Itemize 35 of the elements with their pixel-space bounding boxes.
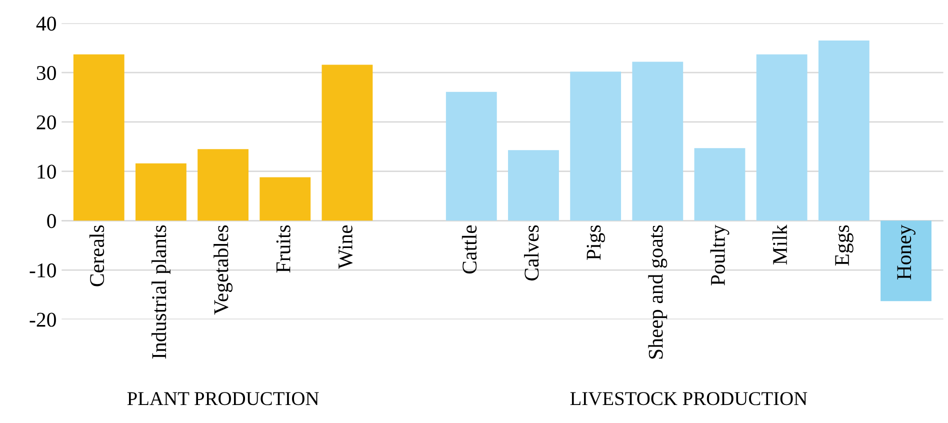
- y-tick-label: 30: [36, 66, 56, 80]
- bar: [632, 62, 684, 221]
- bar: [446, 92, 497, 221]
- x-tick-label: Pigs: [586, 225, 606, 260]
- x-tick-label: Honey: [897, 224, 916, 280]
- x-tick-label: Wine: [338, 225, 353, 269]
- y-tick-label: 0: [47, 214, 56, 228]
- x-tick-label: Eggs: [835, 225, 854, 266]
- y-tick-label: -20: [30, 312, 56, 327]
- bar: [136, 163, 186, 221]
- x-tick-label: Poultry: [710, 224, 730, 286]
- y-tick-label: 40: [36, 16, 56, 31]
- bar: [198, 149, 249, 221]
- bar: [73, 54, 124, 221]
- bar: [880, 220, 932, 302]
- bar: [756, 54, 808, 221]
- bar: [508, 150, 559, 221]
- bar: [694, 148, 746, 221]
- bar: [322, 64, 373, 221]
- x-tick-label: Sheep and goats: [648, 225, 668, 359]
- y-tick-label: 10: [38, 164, 56, 179]
- text: PLANT PRODUCTION: [127, 392, 319, 406]
- x-tick-label: Cereals: [89, 225, 104, 286]
- bar: [818, 40, 870, 221]
- x-tick-label: Cattle: [462, 225, 477, 274]
- x-tick-label: Milk: [772, 224, 787, 265]
- text: LIVESTOCK PRODUCTION: [570, 392, 808, 406]
- x-tick-label: Calves: [524, 225, 539, 280]
- x-tick-label: Industrial plants: [152, 225, 170, 359]
- y-tick-label: -10: [30, 263, 56, 278]
- x-tick-label: Vegetables: [214, 225, 233, 315]
- bar: [260, 177, 311, 221]
- y-tick-label: 20: [36, 115, 56, 130]
- x-tick-label: Fruits: [276, 225, 290, 273]
- bar: [570, 72, 622, 221]
